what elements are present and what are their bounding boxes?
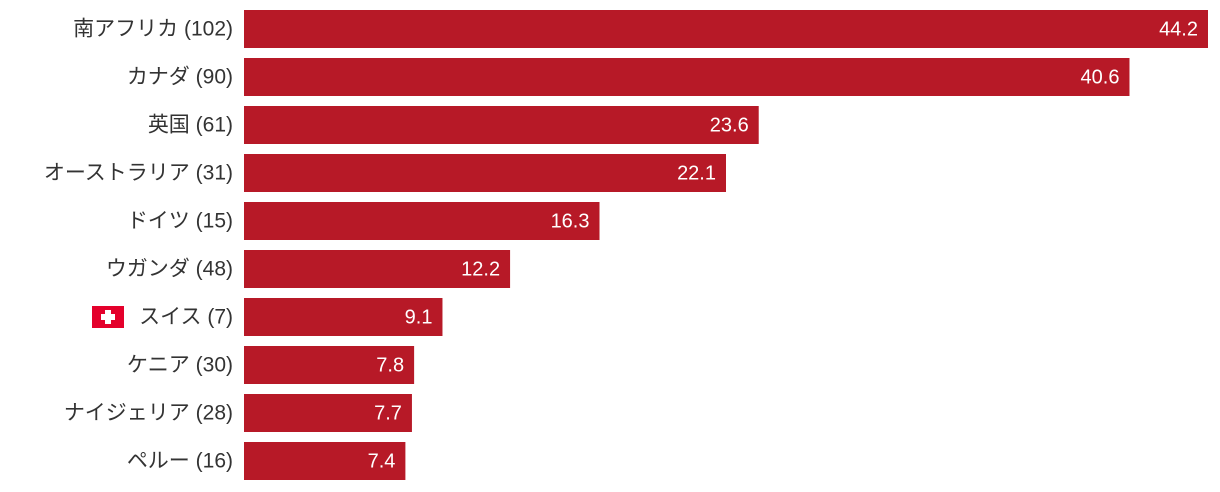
value-label: 7.8 [376,354,404,376]
category-label: スイス (7) [139,306,233,329]
category-label: ケニア (30) [127,354,233,377]
bar [244,250,511,288]
bar [244,154,726,192]
category-label: ナイジェリア (28) [64,402,233,425]
category-label: ウガンダ (48) [106,258,233,281]
category-label: ドイツ (15) [127,210,233,233]
bar [244,394,412,432]
category-label: 英国 (61) [148,114,233,137]
category-label: ペルー (16) [127,450,233,473]
flag-cross [101,314,115,320]
value-label: 23.6 [710,114,749,136]
bar [244,202,600,240]
bar [244,10,1208,48]
category-label: 南アフリカ (102) [73,18,233,41]
bar [244,442,406,480]
value-label: 9.1 [405,306,433,328]
value-label: 7.7 [374,402,402,424]
value-label: 44.2 [1159,18,1198,40]
bar [244,58,1130,96]
value-label: 7.4 [368,450,396,472]
value-label: 16.3 [551,210,590,232]
bar [244,346,415,384]
value-label: 22.1 [677,162,716,184]
swiss-flag [92,306,124,328]
value-label: 40.6 [1081,66,1120,88]
bar [244,106,759,144]
category-label: オーストラリア (31) [44,162,233,185]
category-label: カナダ (90) [127,66,233,89]
value-label: 12.2 [461,258,500,280]
bar [244,298,443,336]
